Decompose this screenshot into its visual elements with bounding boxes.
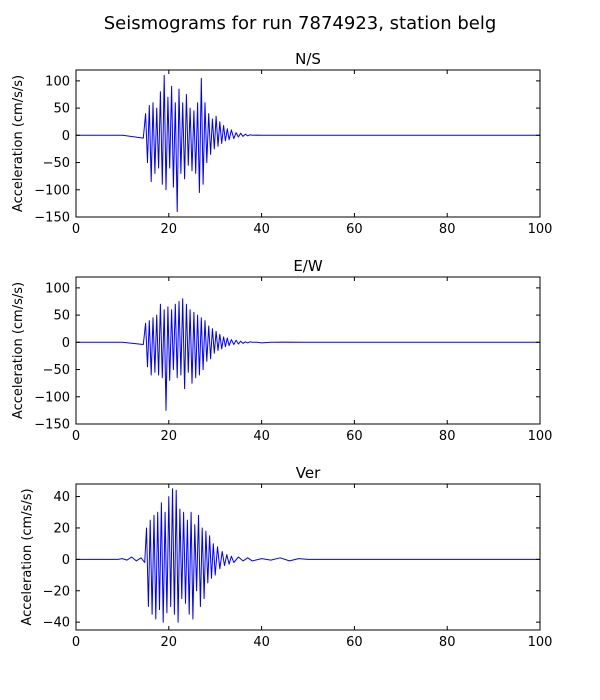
y-tick-label-ew: −50 <box>43 363 70 378</box>
panel-ew: E/W Acceleration (cm/s/s) 0 20 40 60 80 100 −150… <box>11 257 552 444</box>
x-tick-label-ver: 20 <box>161 635 178 650</box>
x-tick-label-ver: 0 <box>72 635 80 650</box>
y-axis-label-ns: Acceleration (cm/s/s) <box>11 75 26 212</box>
trace-ew <box>76 298 540 411</box>
x-tick-label-ns: 20 <box>161 222 178 237</box>
x-tick-label-ns: 100 <box>528 222 553 237</box>
y-tick-label-ew: 50 <box>53 309 70 324</box>
x-tick-label-ew: 100 <box>528 429 553 444</box>
figure-title: Seismograms for run 7874923, station bel… <box>104 13 497 34</box>
x-tick-label-ew: 60 <box>346 429 363 444</box>
x-tick-label-ns: 0 <box>72 222 80 237</box>
panels: N/S Acceleration (cm/s/s) 0 20 40 60 80 100 −150… <box>11 50 552 650</box>
trace-ver <box>76 488 540 623</box>
x-tick-label-ns: 60 <box>346 222 363 237</box>
y-tick-label-ver: 20 <box>53 521 70 536</box>
panel-ns: N/S Acceleration (cm/s/s) 0 20 40 60 80 100 −150… <box>11 50 552 237</box>
y-tick-label-ver: −20 <box>43 584 70 599</box>
x-tick-label-ns: 40 <box>253 222 270 237</box>
panel-title-ver: Ver <box>296 464 321 482</box>
y-tick-label-ns: 0 <box>62 129 70 144</box>
trace-ns <box>76 74 540 213</box>
x-tick-label-ns: 80 <box>439 222 456 237</box>
y-tick-label-ver: 40 <box>53 490 70 505</box>
y-tick-label-ew: 0 <box>62 336 70 351</box>
x-tick-label-ew: 80 <box>439 429 456 444</box>
plot-frame-ver <box>75 483 541 631</box>
x-tick-label-ew: 0 <box>72 429 80 444</box>
y-tick-label-ns: −50 <box>43 156 70 171</box>
x-tick-label-ver: 60 <box>346 635 363 650</box>
panel-title-ew: E/W <box>293 257 323 275</box>
y-tick-label-ver: 0 <box>62 553 70 568</box>
y-tick-label-ns: 50 <box>53 102 70 117</box>
plot-frame-ns <box>75 69 541 218</box>
panel-title-ns: N/S <box>295 50 321 68</box>
y-tick-label-ew: −150 <box>34 418 70 433</box>
x-tick-label-ew: 40 <box>253 429 270 444</box>
y-axis-label-ver: Acceleration (cm/s/s) <box>20 488 35 625</box>
y-tick-label-ew: −100 <box>34 390 70 405</box>
x-tick-label-ver: 100 <box>528 635 553 650</box>
y-tick-label-ew: 100 <box>45 281 70 296</box>
y-tick-label-ns: 100 <box>45 74 70 89</box>
y-axis-label-ew: Acceleration (cm/s/s) <box>11 282 26 419</box>
panel-ver: Ver Acceleration (cm/s/s) 0 20 40 60 80 100 −40 −… <box>20 464 552 650</box>
y-tick-label-ns: −150 <box>34 211 70 226</box>
y-tick-label-ver: −40 <box>43 616 70 631</box>
x-tick-label-ver: 80 <box>439 635 456 650</box>
plot-frame-ew <box>75 276 541 425</box>
y-tick-label-ns: −100 <box>34 183 70 198</box>
x-tick-label-ver: 40 <box>253 635 270 650</box>
x-tick-label-ew: 20 <box>161 429 178 444</box>
